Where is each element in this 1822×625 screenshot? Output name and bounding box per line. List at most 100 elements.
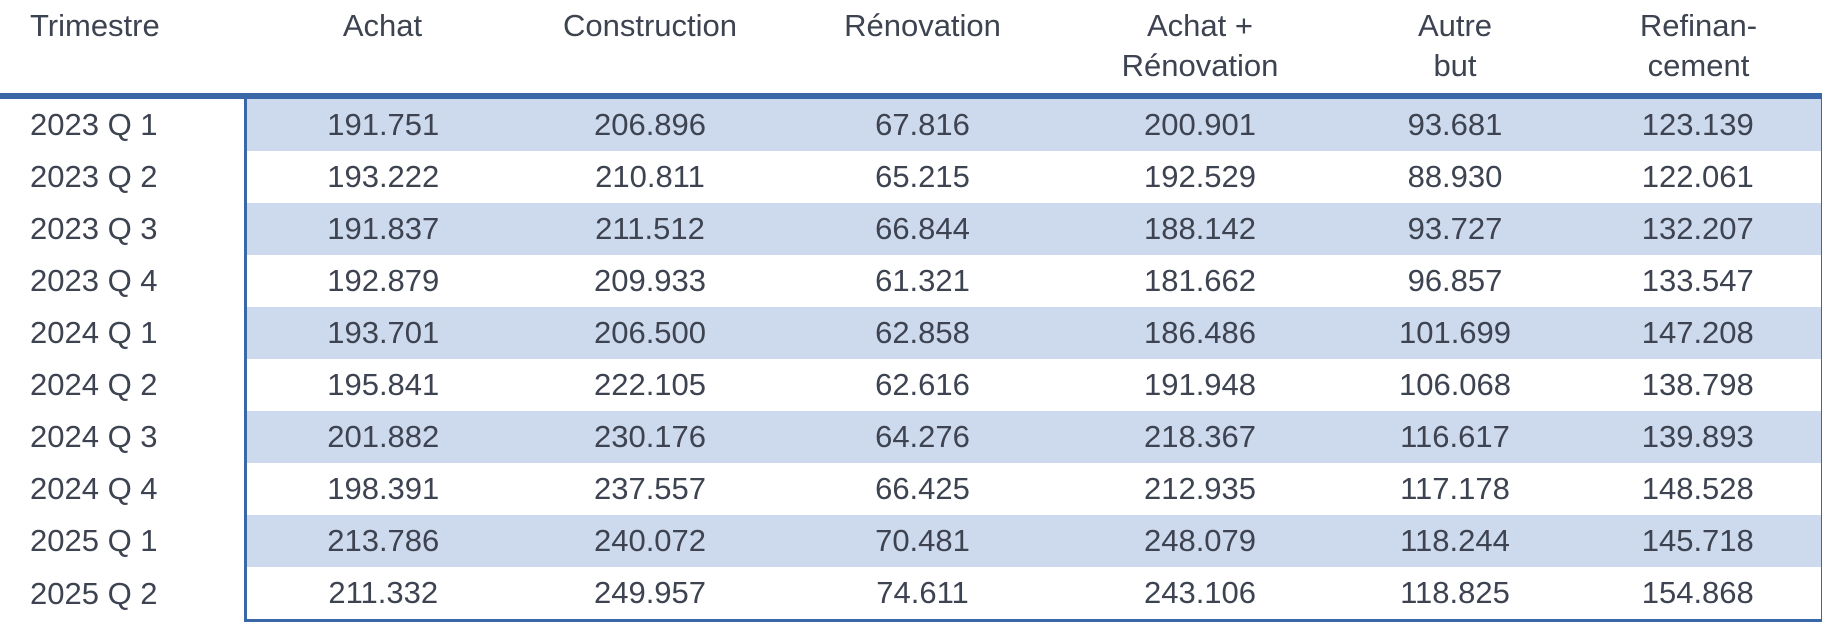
value-cell: 243.106 bbox=[1065, 567, 1335, 622]
value-cell: 206.896 bbox=[520, 96, 780, 151]
value-cell: 88.930 bbox=[1335, 151, 1575, 203]
value-cell: 209.933 bbox=[520, 255, 780, 307]
value-cell: 230.176 bbox=[520, 411, 780, 463]
value-cell: 188.142 bbox=[1065, 203, 1335, 255]
value-cell: 218.367 bbox=[1065, 411, 1335, 463]
value-cell: 206.500 bbox=[520, 307, 780, 359]
value-cell: 191.948 bbox=[1065, 359, 1335, 411]
value-cell: 210.811 bbox=[520, 151, 780, 203]
value-cell: 123.139 bbox=[1575, 96, 1822, 151]
value-cell: 186.486 bbox=[1065, 307, 1335, 359]
table-header: Trimestre Achat Construction Rénovation Acha… bbox=[0, 0, 1822, 99]
trimestre-cell: 2023 Q 2 bbox=[0, 151, 245, 203]
value-cell: 93.681 bbox=[1335, 96, 1575, 151]
trimestre-cell: 2023 Q 3 bbox=[0, 203, 245, 255]
value-cell: 213.786 bbox=[243, 515, 520, 567]
trimestre-cell: 2025 Q 2 bbox=[0, 567, 245, 621]
value-cell: 200.901 bbox=[1065, 96, 1335, 151]
value-cell: 248.079 bbox=[1065, 515, 1335, 567]
value-cell: 193.222 bbox=[243, 151, 520, 203]
value-cell: 148.528 bbox=[1575, 463, 1822, 515]
value-cell: 240.072 bbox=[520, 515, 780, 567]
trimestre-cell: 2023 Q 4 bbox=[0, 255, 245, 307]
column-header-r-novation: Rénovation bbox=[780, 0, 1065, 99]
table-row: 2024 Q 4 198.391 237.557 66.425 212.935 117.1… bbox=[0, 463, 1822, 515]
value-cell: 62.858 bbox=[780, 307, 1065, 359]
table-row: 2023 Q 2 193.222 210.811 65.215 192.529 88.93… bbox=[0, 151, 1822, 203]
value-cell: 198.391 bbox=[243, 463, 520, 515]
header-line-2: cement bbox=[1647, 48, 1750, 83]
header-line-1: Refinan- bbox=[1639, 8, 1758, 43]
column-header-autre-but: Autre but bbox=[1335, 0, 1575, 99]
table-row: 2025 Q 2 211.332 249.957 74.611 243.106 118.8… bbox=[0, 567, 1822, 622]
value-cell: 62.616 bbox=[780, 359, 1065, 411]
column-header-construction: Construction bbox=[520, 0, 780, 99]
value-cell: 154.868 bbox=[1575, 567, 1822, 622]
trimestre-cell: 2025 Q 1 bbox=[0, 515, 245, 567]
value-cell: 145.718 bbox=[1575, 515, 1822, 567]
value-cell: 96.857 bbox=[1335, 255, 1575, 307]
value-cell: 67.816 bbox=[780, 96, 1065, 151]
value-cell: 66.425 bbox=[780, 463, 1065, 515]
value-cell: 65.215 bbox=[780, 151, 1065, 203]
column-header-achat: Achat bbox=[245, 0, 520, 99]
table-row: 2025 Q 1 213.786 240.072 70.481 248.079 118.2… bbox=[0, 515, 1822, 567]
value-cell: 66.844 bbox=[780, 203, 1065, 255]
value-cell: 193.701 bbox=[243, 307, 520, 359]
header-line-2: but bbox=[1433, 48, 1477, 83]
header-line-1: Achat + bbox=[1147, 8, 1253, 43]
column-header-refinan-cement: Refinan-cement bbox=[1575, 0, 1822, 99]
header-line-2: Rénovation bbox=[1121, 48, 1279, 83]
value-cell: 70.481 bbox=[780, 515, 1065, 567]
value-cell: 64.276 bbox=[780, 411, 1065, 463]
value-cell: 139.893 bbox=[1575, 411, 1822, 463]
header-line-1: Achat bbox=[342, 8, 423, 43]
value-cell: 249.957 bbox=[520, 567, 780, 622]
table-row: 2024 Q 2 195.841 222.105 62.616 191.948 106.0… bbox=[0, 359, 1822, 411]
value-cell: 138.798 bbox=[1575, 359, 1822, 411]
value-cell: 122.061 bbox=[1575, 151, 1822, 203]
table-row: 2024 Q 1 193.701 206.500 62.858 186.486 101.6… bbox=[0, 307, 1822, 359]
value-cell: 195.841 bbox=[243, 359, 520, 411]
table-row: 2023 Q 3 191.837 211.512 66.844 188.142 93.72… bbox=[0, 203, 1822, 255]
value-cell: 147.208 bbox=[1575, 307, 1822, 359]
value-cell: 181.662 bbox=[1065, 255, 1335, 307]
trimestre-cell: 2024 Q 4 bbox=[0, 463, 245, 515]
value-cell: 192.879 bbox=[243, 255, 520, 307]
header-line-1: Rénovation bbox=[844, 8, 1001, 43]
value-cell: 106.068 bbox=[1335, 359, 1575, 411]
value-cell: 133.547 bbox=[1575, 255, 1822, 307]
value-cell: 93.727 bbox=[1335, 203, 1575, 255]
value-cell: 117.178 bbox=[1335, 463, 1575, 515]
trimestre-cell: 2024 Q 2 bbox=[0, 359, 245, 411]
table-body: 2023 Q 1 191.751 206.896 67.816 200.901 93.68… bbox=[0, 96, 1822, 622]
value-cell: 61.321 bbox=[780, 255, 1065, 307]
value-cell: 192.529 bbox=[1065, 151, 1335, 203]
table-row: 2024 Q 3 201.882 230.176 64.276 218.367 116.6… bbox=[0, 411, 1822, 463]
header-line-1: Construction bbox=[562, 8, 738, 43]
value-cell: 116.617 bbox=[1335, 411, 1575, 463]
value-cell: 211.512 bbox=[520, 203, 780, 255]
trimestre-cell: 2023 Q 1 bbox=[0, 96, 245, 151]
value-cell: 132.207 bbox=[1575, 203, 1822, 255]
value-cell: 201.882 bbox=[243, 411, 520, 463]
table-row: 2023 Q 4 192.879 209.933 61.321 181.662 96.85… bbox=[0, 255, 1822, 307]
table-row: 2023 Q 1 191.751 206.896 67.816 200.901 93.68… bbox=[0, 96, 1822, 151]
value-cell: 222.105 bbox=[520, 359, 780, 411]
value-cell: 211.332 bbox=[243, 567, 520, 622]
value-cell: 191.837 bbox=[243, 203, 520, 255]
value-cell: 101.699 bbox=[1335, 307, 1575, 359]
trimestre-cell: 2024 Q 1 bbox=[0, 307, 245, 359]
value-cell: 212.935 bbox=[1065, 463, 1335, 515]
value-cell: 191.751 bbox=[243, 96, 520, 151]
value-cell: 118.244 bbox=[1335, 515, 1575, 567]
header-line-1: Trimestre bbox=[30, 8, 160, 43]
value-cell: 118.825 bbox=[1335, 567, 1575, 622]
value-cell: 237.557 bbox=[520, 463, 780, 515]
column-header-achat-r-novation: Achat + Rénovation bbox=[1065, 0, 1335, 99]
trimestre-cell: 2024 Q 3 bbox=[0, 411, 245, 463]
column-header-trimestre: Trimestre bbox=[0, 0, 245, 99]
header-line-1: Autre bbox=[1417, 8, 1493, 43]
